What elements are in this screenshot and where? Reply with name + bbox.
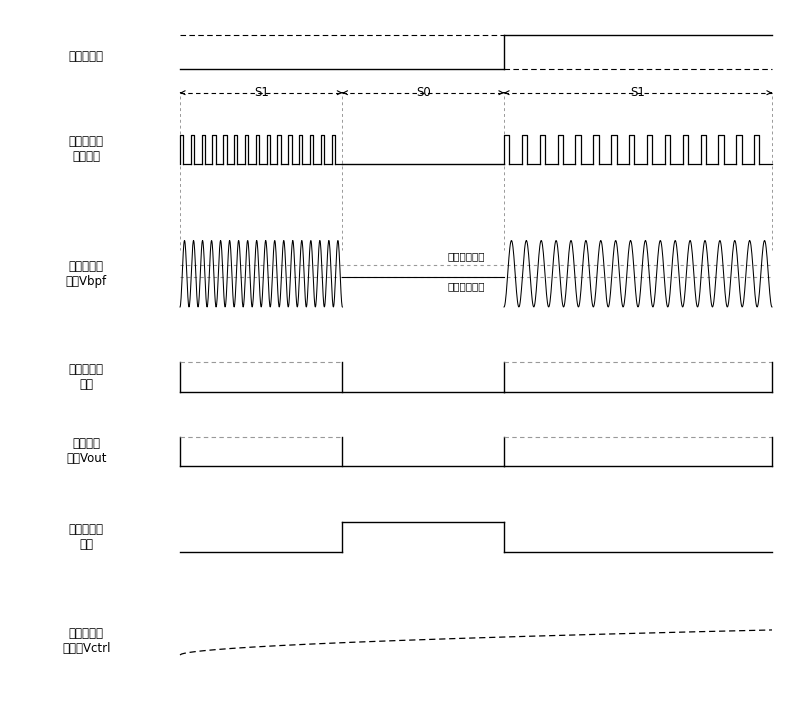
Text: S0: S0 bbox=[416, 86, 430, 100]
Text: 第二解调器
输出: 第二解调器 输出 bbox=[69, 523, 104, 551]
Text: 第二预设电平: 第二预设电平 bbox=[447, 281, 485, 291]
Text: S1: S1 bbox=[630, 86, 646, 100]
Text: 需传输信号: 需传输信号 bbox=[69, 50, 104, 63]
Text: 第一解调器
输出: 第一解调器 输出 bbox=[69, 363, 104, 391]
Text: 第一预设电平: 第一预设电平 bbox=[447, 251, 485, 261]
Text: 自动增益控
制输出Vctrl: 自动增益控 制输出Vctrl bbox=[62, 627, 110, 656]
Text: S1: S1 bbox=[254, 86, 269, 100]
Text: 带通滤波器
输出Vbpf: 带通滤波器 输出Vbpf bbox=[66, 260, 107, 288]
Text: 输出模块
输出Vout: 输出模块 输出Vout bbox=[66, 437, 106, 466]
Text: 红外遥控器
发射信号: 红外遥控器 发射信号 bbox=[69, 135, 104, 164]
